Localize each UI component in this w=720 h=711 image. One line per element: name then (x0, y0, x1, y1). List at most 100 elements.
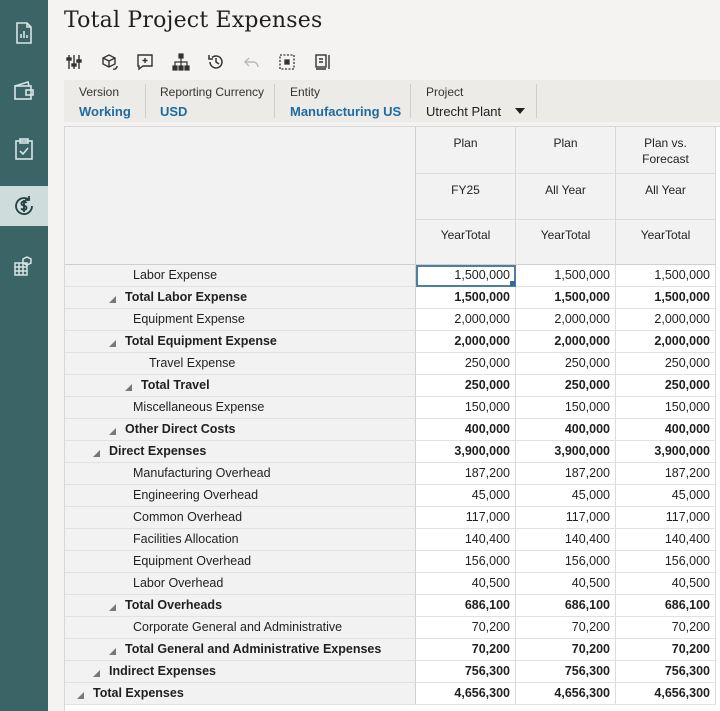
fill-handle[interactable] (510, 281, 515, 286)
row-header-cell[interactable]: Labor Overhead (65, 573, 416, 595)
data-cell[interactable]: 70,200 (616, 617, 716, 639)
row-header-cell[interactable]: Miscellaneous Expense (65, 397, 416, 419)
collapse-triangle-icon[interactable] (125, 384, 132, 391)
project-dropdown-icon[interactable] (515, 108, 525, 114)
data-cell[interactable]: 1,500,000 (616, 265, 716, 287)
row-header-cell[interactable]: Total Labor Expense (65, 287, 416, 309)
data-cell[interactable]: 70,200 (516, 617, 616, 639)
data-cell[interactable]: 187,200 (516, 463, 616, 485)
data-cell[interactable]: 400,000 (416, 419, 516, 441)
data-cell[interactable]: 45,000 (616, 485, 716, 507)
data-cell[interactable]: 3,900,000 (616, 441, 716, 463)
data-cell[interactable]: 187,200 (416, 463, 516, 485)
data-cell[interactable]: 117,000 (416, 507, 516, 529)
data-cell[interactable]: 117,000 (616, 507, 716, 529)
data-cell[interactable]: 2,000,000 (616, 309, 716, 331)
data-cell[interactable]: 1,500,000 (416, 287, 516, 309)
collapse-triangle-icon[interactable] (109, 428, 116, 435)
row-header-cell[interactable]: Total General and Administrative Expense… (65, 639, 416, 661)
column-header[interactable]: Plan FY25 YearTotal (416, 127, 516, 265)
data-cell[interactable]: 2,000,000 (416, 331, 516, 353)
row-header-cell[interactable]: Travel Expense (65, 353, 416, 375)
toolbar-button-filters[interactable] (64, 50, 100, 74)
data-cell[interactable]: 70,200 (416, 617, 516, 639)
data-cell[interactable]: 686,100 (416, 595, 516, 617)
toolbar-button-refresh-cube[interactable] (100, 50, 136, 74)
data-cell[interactable]: 756,300 (416, 661, 516, 683)
row-header-cell[interactable]: Indirect Expenses (65, 661, 416, 683)
row-header-cell[interactable]: Other Direct Costs (65, 419, 416, 441)
nav-expenses[interactable] (0, 186, 48, 226)
row-header-cell[interactable]: Labor Expense (65, 265, 416, 287)
data-cell[interactable]: 400,000 (616, 419, 716, 441)
nav-cubes[interactable] (0, 246, 48, 286)
collapse-triangle-icon[interactable] (93, 450, 100, 457)
toolbar-button-hierarchy[interactable] (171, 50, 207, 74)
data-cell[interactable]: 140,400 (416, 529, 516, 551)
data-cell[interactable]: 756,300 (516, 661, 616, 683)
data-cell[interactable]: 156,000 (416, 551, 516, 573)
data-cell[interactable]: 117,000 (516, 507, 616, 529)
row-header-cell[interactable]: Equipment Overhead (65, 551, 416, 573)
data-cell[interactable]: 40,500 (516, 573, 616, 595)
data-cell[interactable]: 250,000 (416, 353, 516, 375)
data-cell[interactable]: 4,656,300 (516, 683, 616, 705)
data-cell[interactable]: 686,100 (616, 595, 716, 617)
toolbar-button-undo[interactable] (242, 50, 278, 74)
data-cell[interactable]: 1,500,000 (516, 287, 616, 309)
data-cell[interactable]: 2,000,000 (616, 331, 716, 353)
collapse-triangle-icon[interactable] (109, 296, 116, 303)
data-cell[interactable]: 250,000 (416, 375, 516, 397)
data-cell[interactable]: 250,000 (516, 353, 616, 375)
data-cell[interactable]: 2,000,000 (516, 331, 616, 353)
collapse-triangle-icon[interactable] (109, 604, 116, 611)
row-header-cell[interactable]: Equipment Expense (65, 309, 416, 331)
data-cell[interactable]: 3,900,000 (516, 441, 616, 463)
column-header[interactable]: Plan All Year YearTotal (516, 127, 616, 265)
data-cell[interactable]: 400,000 (516, 419, 616, 441)
data-cell[interactable]: 70,200 (616, 639, 716, 661)
data-cell[interactable]: 140,400 (516, 529, 616, 551)
data-cell[interactable]: 40,500 (416, 573, 516, 595)
collapse-triangle-icon[interactable] (109, 340, 116, 347)
collapse-triangle-icon[interactable] (109, 648, 116, 655)
data-cell[interactable]: 70,200 (516, 639, 616, 661)
data-cell[interactable]: 150,000 (616, 397, 716, 419)
data-cell[interactable]: 250,000 (516, 375, 616, 397)
nav-tasks[interactable] (0, 129, 48, 169)
row-header-cell[interactable]: Total Travel (65, 375, 416, 397)
row-header-cell[interactable]: Corporate General and Administrative (65, 617, 416, 639)
data-cell[interactable]: 3,900,000 (416, 441, 516, 463)
row-header-cell[interactable]: Total Equipment Expense (65, 331, 416, 353)
data-cell[interactable]: 140,400 (616, 529, 716, 551)
pov-value[interactable]: Manufacturing US (290, 104, 402, 119)
data-cell[interactable]: 1,500,000 (616, 287, 716, 309)
data-cell[interactable]: 150,000 (516, 397, 616, 419)
toolbar-button-add-comment[interactable] (135, 50, 171, 74)
toolbar-button-grid-select[interactable] (277, 50, 313, 74)
row-header-cell[interactable]: Manufacturing Overhead (65, 463, 416, 485)
data-cell[interactable]: 156,000 (616, 551, 716, 573)
nav-reports[interactable] (0, 13, 48, 53)
collapse-triangle-icon[interactable] (93, 670, 100, 677)
data-cell[interactable]: 686,100 (516, 595, 616, 617)
data-cell[interactable]: 756,300 (616, 661, 716, 683)
data-cell[interactable]: 4,656,300 (416, 683, 516, 705)
column-header[interactable]: Plan vs. Forecast All Year YearTotal (616, 127, 716, 265)
data-cell[interactable]: 156,000 (516, 551, 616, 573)
row-header-cell[interactable]: Total Expenses (65, 683, 416, 705)
collapse-triangle-icon[interactable] (77, 692, 84, 699)
data-cell[interactable]: 1,500,000 (416, 265, 516, 287)
data-cell[interactable]: 250,000 (616, 353, 716, 375)
data-cell[interactable]: 2,000,000 (516, 309, 616, 331)
row-header-cell[interactable]: Total Overheads (65, 595, 416, 617)
toolbar-button-panel[interactable] (313, 50, 349, 74)
data-cell[interactable]: 45,000 (416, 485, 516, 507)
row-header-cell[interactable]: Common Overhead (65, 507, 416, 529)
data-cell[interactable]: 70,200 (416, 639, 516, 661)
row-header-cell[interactable]: Engineering Overhead (65, 485, 416, 507)
data-cell[interactable]: 150,000 (416, 397, 516, 419)
data-cell[interactable]: 250,000 (616, 375, 716, 397)
data-cell[interactable]: 4,656,300 (616, 683, 716, 705)
pov-value[interactable]: Utrecht Plant (426, 104, 502, 119)
